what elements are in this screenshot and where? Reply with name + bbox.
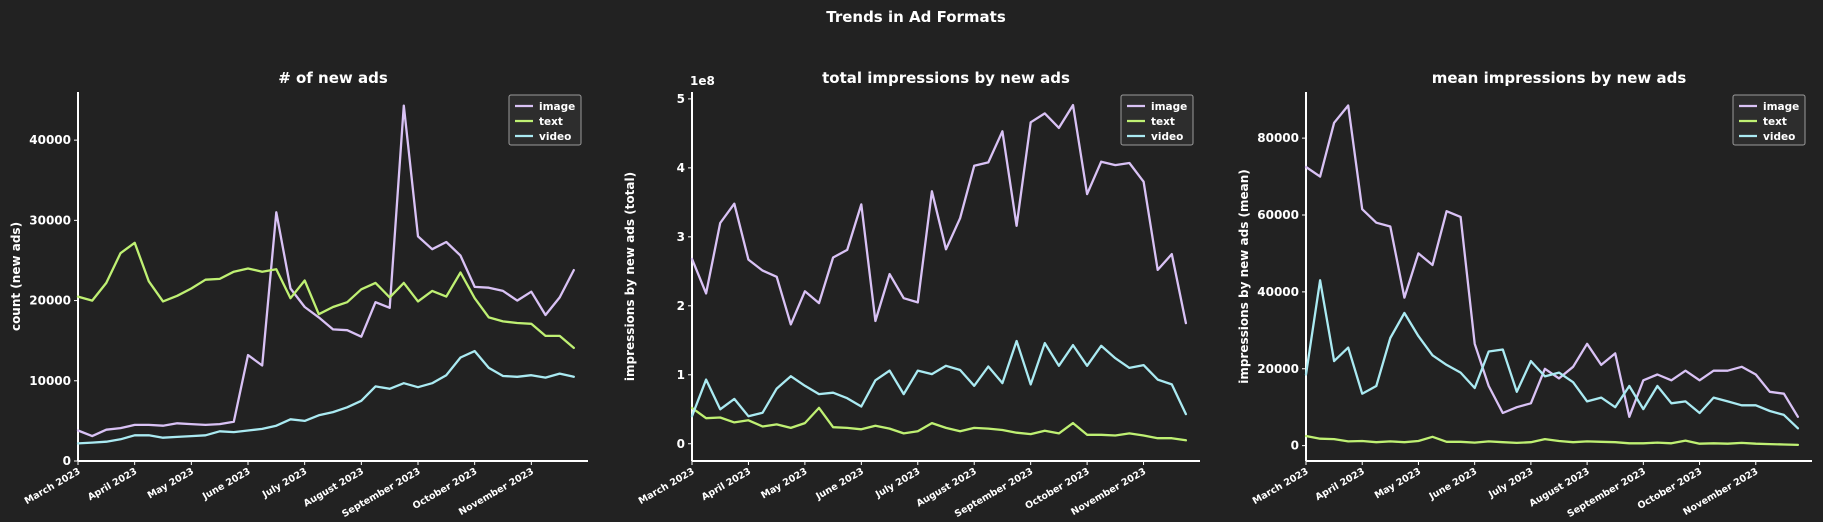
chart-panel-1: # of new ads 0 10000 20000 30000 40000 count (… (9, 69, 588, 520)
y-tick-label: 0 (677, 437, 685, 451)
legend: image text video (1732, 94, 1806, 146)
y-tick-label: 80000 (1257, 131, 1299, 145)
y-tick-label: 5 (677, 92, 685, 106)
y-axis-label: count (new ads) (9, 222, 23, 331)
legend-box (1120, 94, 1194, 146)
chart-title: mean impressions by new ads (1432, 69, 1687, 87)
x-tick-label: March 2023 (1251, 466, 1311, 507)
legend-label-video: video (1151, 131, 1183, 143)
series-line-text (1304, 434, 1800, 447)
y-tick-label: 0 (1291, 439, 1299, 453)
y-tick-label: 2 (677, 299, 685, 313)
y-tick-label: 30000 (29, 213, 71, 227)
chart-panel-3: mean impressions by new ads 0 20000 40000 60… (1237, 69, 1812, 520)
figure-suptitle: Trends in Ad Formats (826, 8, 1006, 26)
y-axis-label: impressions by new ads (total) (623, 172, 637, 381)
series-line-text (76, 241, 575, 350)
x-tick-label: April 2023 (1313, 466, 1366, 503)
legend-label-text: text (1151, 116, 1175, 128)
series-line-image (690, 103, 1188, 326)
x-tick-label: June 2023 (813, 466, 865, 503)
chart-panel-2: total impressions by new ads 0 1 2 3 4 5 1e8 imp… (623, 69, 1200, 520)
x-tick-label: May 2023 (1373, 466, 1423, 501)
series-line-video (1304, 279, 1800, 430)
x-tick-label: April 2023 (86, 466, 139, 503)
legend-box (508, 94, 582, 146)
y-tick-label: 40000 (1257, 285, 1299, 299)
legend-label-image: image (1151, 101, 1187, 113)
y-tick-label: 20000 (29, 294, 71, 308)
y-tick-label: 40000 (29, 133, 71, 147)
x-tick-label: April 2023 (700, 466, 753, 503)
y-tick-label: 10000 (29, 374, 71, 388)
legend-label-video: video (539, 131, 571, 143)
series-line-image (76, 104, 575, 438)
y-offset-label: 1e8 (690, 74, 715, 88)
legend-label-image: image (1763, 101, 1799, 113)
x-tick-label: May 2023 (146, 466, 196, 501)
x-tick-label: July 2023 (873, 466, 922, 501)
legend-label-image: image (539, 101, 575, 113)
y-tick-label: 3 (677, 230, 685, 244)
series-line-video (76, 349, 575, 445)
y-tick-label: 4 (677, 161, 685, 175)
y-tick-label: 0 (63, 454, 71, 468)
y-tick-label: 60000 (1257, 208, 1299, 222)
series-line-text (690, 406, 1188, 442)
legend-label-text: text (1763, 116, 1787, 128)
chart-title: total impressions by new ads (822, 69, 1070, 87)
legend-box (1732, 94, 1806, 146)
legend-label-video: video (1763, 131, 1795, 143)
y-axis-label: impressions by new ads (mean) (1237, 169, 1251, 384)
x-tick-label: June 2023 (200, 466, 252, 503)
x-tick-label: May 2023 (759, 466, 809, 501)
x-tick-label: March 2023 (637, 466, 697, 507)
y-tick-label: 1 (677, 368, 685, 382)
legend: image text video (508, 94, 582, 146)
legend: image text video (1120, 94, 1194, 146)
x-tick-label: March 2023 (23, 466, 83, 507)
x-tick-label: June 2023 (1427, 466, 1479, 503)
x-tick-label: July 2023 (1486, 466, 1535, 501)
series-line-video (690, 339, 1188, 418)
chart-title: # of new ads (278, 69, 388, 87)
charts-group: # of new ads 0 10000 20000 30000 40000 count (… (9, 69, 1812, 520)
x-tick-label: July 2023 (260, 466, 309, 501)
legend-label-text: text (539, 116, 563, 128)
y-tick-label: 20000 (1257, 362, 1299, 376)
